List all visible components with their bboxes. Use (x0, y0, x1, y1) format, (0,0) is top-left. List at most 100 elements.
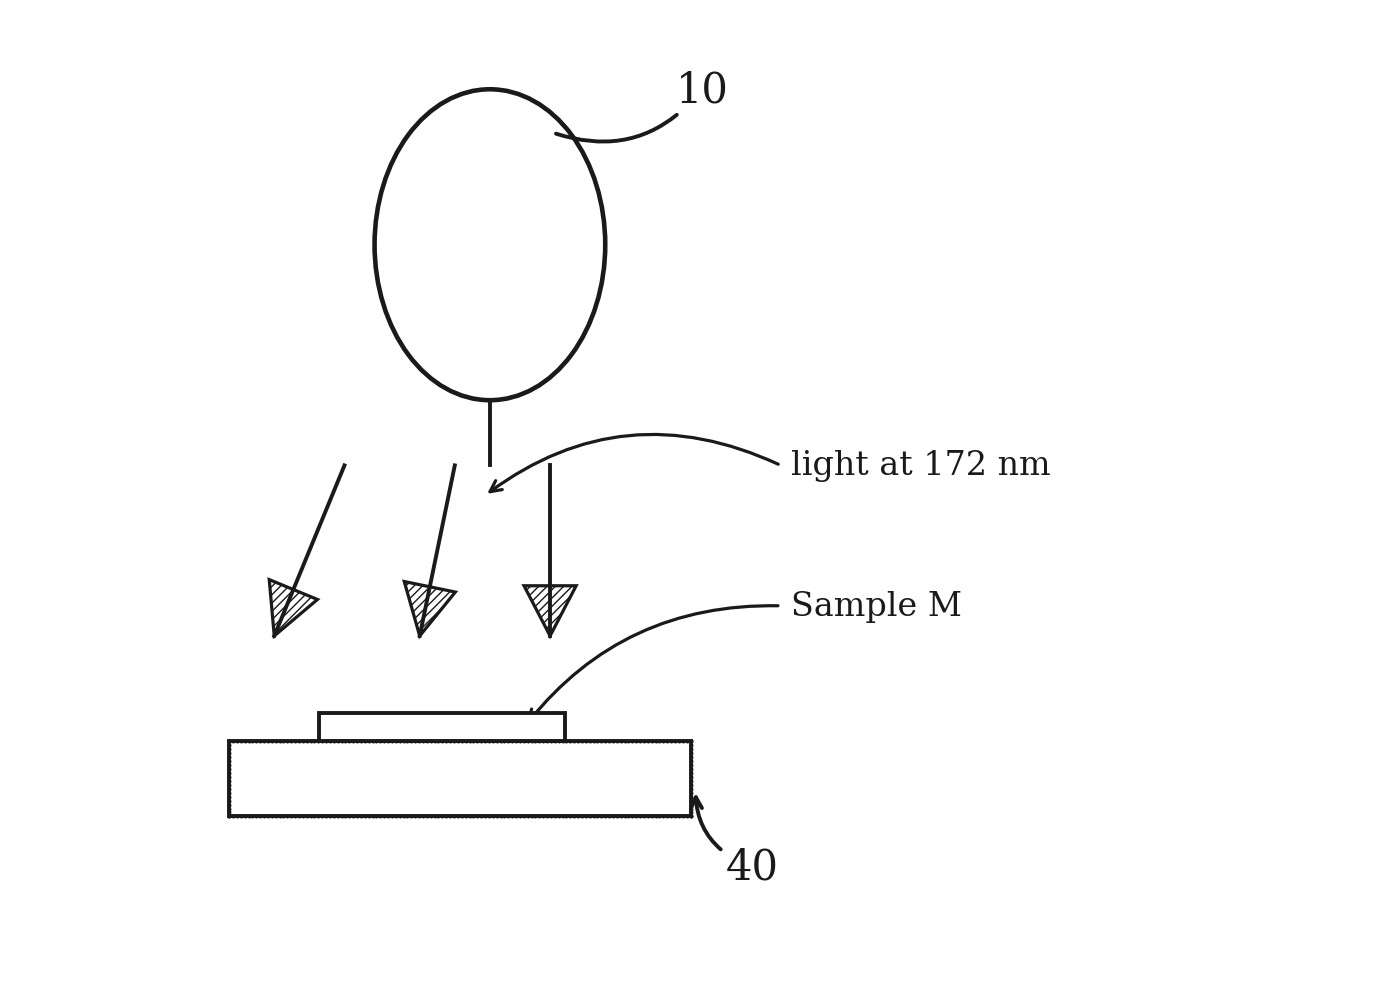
Point (602, 733, 624, 749)
Point (583, 809, 605, 825)
Point (478, 809, 500, 825)
Point (587, 733, 609, 749)
Point (583, 733, 605, 749)
Point (405, 809, 427, 825)
Point (679, 745, 702, 762)
Text: Sample M: Sample M (791, 590, 963, 622)
Point (218, 773, 240, 789)
Point (238, 809, 260, 825)
Point (412, 809, 434, 825)
Point (218, 770, 240, 786)
Point (420, 733, 442, 749)
Point (388, 733, 410, 749)
Point (222, 809, 244, 825)
Point (463, 733, 485, 749)
Point (563, 809, 586, 825)
Point (679, 805, 702, 821)
Text: 40: 40 (690, 798, 779, 888)
Point (632, 733, 655, 749)
Point (218, 741, 240, 758)
Point (349, 733, 371, 749)
Point (218, 733, 240, 749)
Point (319, 733, 341, 749)
Point (649, 733, 671, 749)
Point (218, 749, 240, 766)
Point (366, 733, 388, 749)
Text: light at 172 nm: light at 172 nm (791, 450, 1051, 482)
Point (284, 733, 307, 749)
Text: 10: 10 (557, 69, 728, 142)
Point (450, 733, 472, 749)
Point (570, 733, 592, 749)
Point (218, 733, 240, 749)
Point (253, 733, 275, 749)
Point (218, 745, 240, 762)
Point (641, 733, 663, 749)
Point (486, 809, 508, 825)
Point (482, 809, 504, 825)
Point (218, 785, 240, 801)
Point (284, 809, 307, 825)
Point (431, 733, 453, 749)
Point (679, 773, 702, 789)
Point (218, 766, 240, 782)
Point (362, 809, 384, 825)
Point (400, 809, 423, 825)
Point (609, 733, 631, 749)
Point (233, 809, 255, 825)
Point (296, 809, 318, 825)
Point (602, 809, 624, 825)
Point (467, 733, 489, 749)
Point (222, 733, 244, 749)
Point (416, 733, 438, 749)
Point (458, 733, 481, 749)
Point (679, 809, 702, 825)
Point (529, 809, 551, 825)
Point (253, 809, 275, 825)
Point (226, 809, 249, 825)
Point (323, 733, 345, 749)
Point (493, 809, 515, 825)
Point (679, 789, 702, 805)
Point (482, 733, 504, 749)
Point (276, 809, 298, 825)
Point (458, 809, 481, 825)
Point (652, 809, 674, 825)
Point (342, 809, 365, 825)
Point (268, 809, 290, 825)
Point (307, 733, 329, 749)
Point (304, 733, 326, 749)
Point (265, 809, 287, 825)
Point (598, 809, 620, 825)
Point (280, 733, 302, 749)
Point (540, 733, 562, 749)
Point (218, 805, 240, 821)
Point (675, 733, 697, 749)
Point (315, 733, 337, 749)
Point (218, 758, 240, 774)
Point (613, 809, 635, 825)
Point (679, 733, 702, 749)
Point (555, 733, 577, 749)
Point (405, 733, 427, 749)
Point (435, 809, 457, 825)
Point (218, 754, 240, 770)
Point (668, 809, 690, 825)
Point (381, 733, 403, 749)
Point (656, 733, 678, 749)
Point (617, 733, 639, 749)
Point (354, 809, 376, 825)
Point (489, 809, 511, 825)
Point (334, 733, 356, 749)
Point (287, 809, 309, 825)
Point (249, 809, 271, 825)
Point (291, 733, 313, 749)
Point (369, 733, 391, 749)
Point (218, 793, 240, 809)
Point (276, 733, 298, 749)
Point (505, 733, 528, 749)
Point (470, 733, 492, 749)
Point (645, 733, 667, 749)
Point (467, 809, 489, 825)
Point (664, 733, 686, 749)
